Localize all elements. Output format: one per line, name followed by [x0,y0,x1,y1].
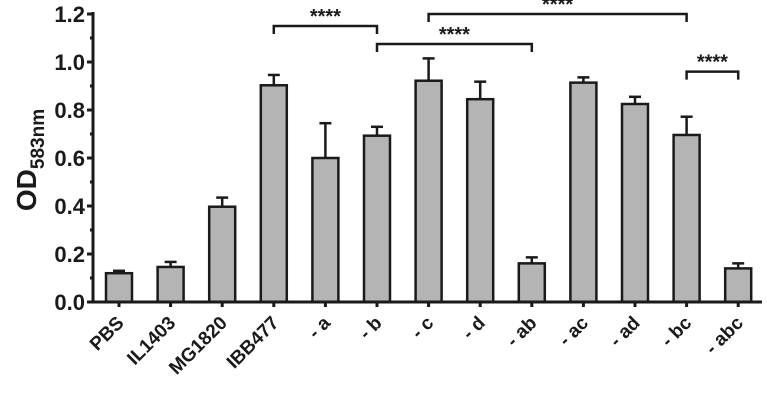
x-tick-label: IBB477 [223,313,283,373]
x-tick-label: - b [355,313,386,344]
significance-bracket [427,12,688,22]
significance-label: **** [310,6,341,28]
bar-mg1820 [207,205,237,304]
significance-bracket [272,24,379,34]
y-label-subscript: 583nm [28,109,49,169]
y-tick-label: 0.2 [54,242,85,267]
bar-ac [569,81,598,304]
y-tick-label: 0.8 [54,98,85,123]
bar-pbs [104,271,134,304]
significance-annotations: **** **** **** **** [272,0,740,80]
bar-ad [620,102,650,304]
x-tick-label: - d [458,313,489,344]
bar-il1403 [156,265,185,304]
bar-abc [723,267,753,304]
bars [104,57,753,304]
x-tick-label: - bc [657,312,696,351]
bar-ibb477 [259,84,289,304]
x-tick-label: - abc [702,312,749,359]
significance-label: **** [439,24,470,46]
y-tick-label: 0.6 [54,146,85,171]
significance-bracket [375,42,534,52]
significance-label: **** [542,0,573,16]
x-tick-label: - ad [606,313,645,352]
bar-c [414,79,443,304]
significance-label: **** [697,52,728,74]
y-tick-label: 0.0 [54,290,85,315]
y-tick-label: 1.2 [54,2,85,27]
x-tick-label: - ab [503,313,542,352]
y-tick-label: 0.4 [54,194,85,219]
y-tick-label: 1.0 [54,50,85,75]
x-tick-label: - c [408,312,439,343]
bar-a [311,156,340,304]
x-tick-label: - a [304,312,335,343]
y-axis: 0.0 0.2 0.4 0.6 0.8 1.0 1.2 [54,2,95,315]
y-label-main: OD [11,169,42,211]
significance-bracket [685,70,740,80]
bar-d [465,97,495,304]
y-axis-label: OD583nm [11,109,49,211]
bar-bc [672,133,701,304]
bar-ab [517,262,547,304]
bar-b [362,134,392,304]
x-tick-label: - ac [555,312,593,350]
x-tick-label: PBS [86,313,128,355]
x-tick-label: MG1820 [165,313,231,379]
